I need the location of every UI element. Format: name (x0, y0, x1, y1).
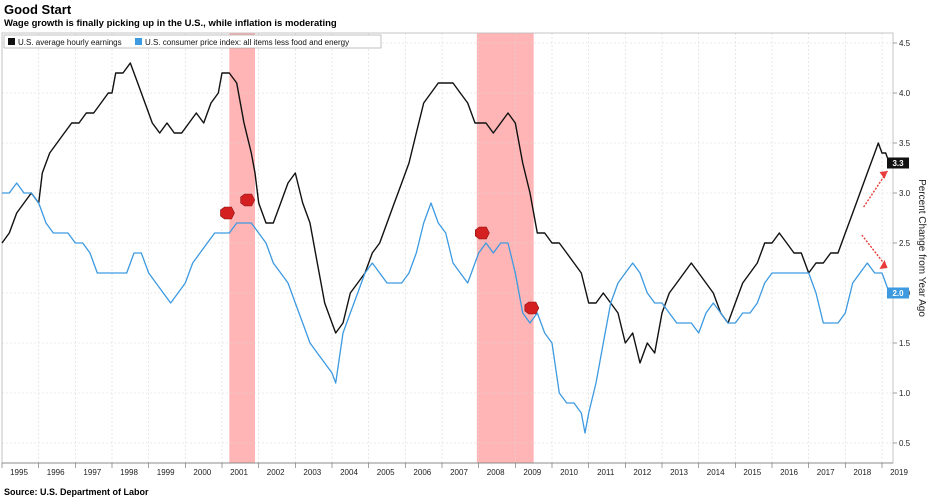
x-tick-label-2007: 2007 (450, 468, 468, 477)
cpi-series-line (2, 182, 890, 434)
x-tick-label-2011: 2011 (597, 468, 615, 477)
x-tick-label-2003: 2003 (303, 468, 321, 477)
x-tick-label-2000: 2000 (193, 468, 211, 477)
wages-last-value-label: 3.3 (892, 159, 904, 168)
x-tick-label-2001: 2001 (230, 468, 248, 477)
x-tick-label-1995: 1995 (10, 468, 28, 477)
x-tick-label-2008: 2008 (487, 468, 505, 477)
legend-swatch-wages (8, 38, 15, 45)
x-tick-label-1999: 1999 (157, 468, 175, 477)
x-tick-label-1998: 1998 (120, 468, 138, 477)
recession-marker-3 (524, 301, 540, 315)
source-note: Source: U.S. Department of Labor (4, 487, 149, 497)
x-tick-label-2009: 2009 (523, 468, 541, 477)
y-tick-label-1.0: 1.0 (899, 389, 911, 398)
x-tick-label-2004: 2004 (340, 468, 358, 477)
legend: U.S. average hourly earnings U.S. consum… (3, 34, 382, 49)
y-tick-label-0.5: 0.5 (899, 439, 911, 448)
last-value-badges: 3.3 2.0 (887, 157, 909, 299)
cpi-last-value-label: 2.0 (892, 289, 904, 298)
recession-marker-0 (220, 206, 235, 220)
y-tick-label-4.0: 4.0 (899, 89, 911, 98)
recession-band-0 (229, 33, 255, 463)
chart-subtitle: Wage growth is finally picking up in the… (4, 18, 337, 29)
x-tick-label-2018: 2018 (853, 468, 871, 477)
y-axis-label: Percent Change from Year Ago (916, 179, 927, 317)
x-tick-label-2013: 2013 (670, 468, 688, 477)
legend-swatch-cpi (135, 38, 142, 45)
chart-title: Good Start (4, 2, 72, 17)
x-tick-label-1997: 1997 (83, 468, 101, 477)
arrow-down-head (879, 260, 888, 269)
recession-marker-2 (475, 226, 490, 240)
x-tick-label-2017: 2017 (817, 468, 835, 477)
wages-last-value-badge (887, 157, 909, 169)
series-lines (1, 62, 890, 434)
x-tick-label-2016: 2016 (780, 468, 798, 477)
y-tick-label-1.5: 1.5 (899, 339, 911, 348)
grid-lines (1, 33, 893, 463)
x-tick-label-2019: 2019 (890, 468, 908, 477)
trend-arrows (861, 170, 889, 269)
arrow-up-head (879, 171, 888, 179)
recession-bands (229, 33, 534, 463)
legend-label-wages: U.S. average hourly earnings (18, 38, 122, 47)
y-axis-ticks: 0.5 1.0 1.5 2.0 2.5 3.0 3.5 4.0 4.5 (893, 39, 911, 448)
x-tick-label-2006: 2006 (413, 468, 431, 477)
x-tick-label-2012: 2012 (633, 468, 651, 477)
y-tick-label-3.5: 3.5 (899, 139, 911, 148)
x-axis-ticks: 1995 1996 1997 1998 1999 2000 2001 2002 2003 2004… (1, 462, 908, 477)
legend-label-cpi: U.S. consumer price index: all items les… (145, 38, 349, 47)
plot-frame (1, 32, 894, 464)
x-tick-label-2005: 2005 (377, 468, 395, 477)
x-tick-label-1996: 1996 (47, 468, 65, 477)
y-tick-label-4.5: 4.5 (899, 39, 911, 48)
recession-band-1 (476, 33, 534, 463)
recession-marker-1 (240, 193, 256, 207)
wages-series-line (1, 62, 890, 364)
y-tick-label-3.0: 3.0 (899, 189, 911, 198)
recession-markers (220, 193, 540, 315)
x-tick-label-2014: 2014 (707, 468, 725, 477)
y-tick-label-2.5: 2.5 (899, 239, 911, 248)
cpi-last-value-badge (887, 287, 909, 299)
x-tick-label-2002: 2002 (267, 468, 285, 477)
x-tick-label-2010: 2010 (560, 468, 578, 477)
x-tick-label-2015: 2015 (743, 468, 761, 477)
